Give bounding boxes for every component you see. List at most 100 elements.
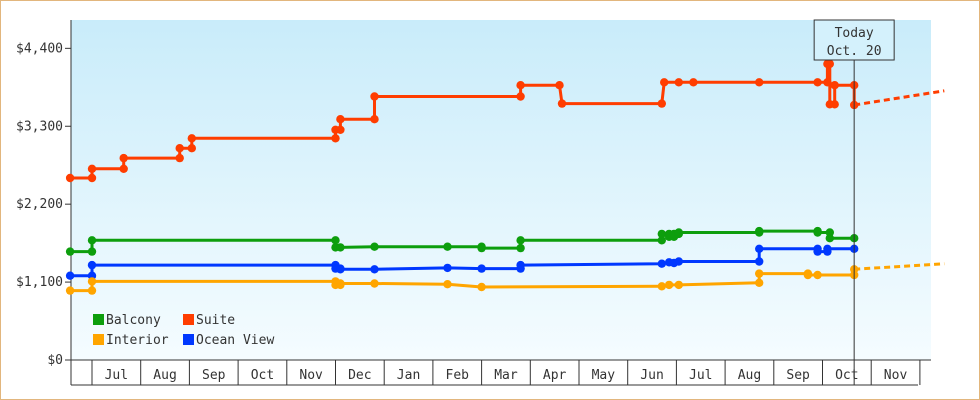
y-tick-label: $0	[47, 353, 63, 368]
data-point	[813, 228, 822, 237]
data-point	[830, 81, 839, 90]
data-point	[175, 144, 184, 153]
legend-item-balcony: Balcony	[93, 313, 161, 328]
legend-label: Balcony	[106, 313, 161, 328]
data-point	[336, 115, 345, 124]
data-point	[370, 279, 379, 288]
today-date: Oct. 20	[827, 44, 882, 59]
x-tick-label: Apr	[543, 368, 567, 383]
data-point	[187, 144, 196, 153]
x-tick-label: Aug	[738, 368, 761, 383]
legend-swatch	[183, 314, 194, 325]
data-point	[516, 243, 525, 253]
data-point	[674, 228, 683, 237]
data-point	[175, 153, 184, 163]
data-point	[825, 59, 834, 69]
projection-line	[854, 262, 945, 271]
data-point	[336, 279, 345, 288]
data-point	[555, 81, 564, 90]
today-label: Today	[835, 26, 874, 41]
y-tick-label: $1,100	[16, 275, 63, 290]
data-point	[87, 260, 97, 270]
data-point	[825, 234, 834, 243]
data-point	[187, 134, 196, 143]
data-point	[370, 242, 379, 251]
x-axis: Jul Aug Sep Oct Nov Dec Jan Feb Mar Apr May Jun Jul A…	[71, 359, 931, 386]
data-point	[87, 247, 97, 256]
x-tick-label: Oct	[835, 368, 858, 383]
data-point	[516, 260, 525, 270]
data-point	[370, 115, 379, 124]
data-point	[657, 236, 666, 245]
data-point	[674, 78, 683, 87]
data-point	[823, 244, 832, 253]
x-tick-label: May	[592, 368, 616, 383]
series-ocean-view	[65, 244, 859, 280]
data-point	[87, 173, 97, 183]
series-layer	[65, 59, 945, 295]
x-tick-label: Jul	[105, 368, 128, 383]
data-point	[755, 226, 764, 236]
data-point	[119, 164, 128, 173]
plot-background	[71, 20, 931, 360]
data-point	[370, 265, 379, 274]
legend-label: Suite	[196, 313, 235, 328]
data-point	[674, 280, 683, 290]
data-point	[755, 244, 764, 253]
data-point	[87, 164, 97, 173]
data-point	[830, 100, 839, 109]
data-point	[813, 270, 822, 280]
data-point	[755, 278, 764, 287]
data-point	[370, 92, 379, 101]
legend-swatch	[183, 334, 194, 345]
x-tick-label: Feb	[446, 368, 470, 383]
x-tick-label: Dec	[348, 368, 371, 383]
data-point	[755, 78, 764, 87]
legend-item-suite: Suite	[183, 313, 235, 328]
data-point	[65, 286, 75, 295]
x-tick-label: Sep	[202, 368, 226, 383]
data-point	[823, 78, 832, 87]
x-tick-label: Oct	[251, 368, 274, 383]
data-point	[336, 243, 345, 252]
data-point	[755, 269, 764, 278]
data-point	[336, 125, 345, 134]
legend-swatch	[93, 334, 104, 345]
data-point	[336, 265, 345, 274]
series-suite	[65, 59, 945, 183]
data-point	[65, 271, 75, 280]
x-tick-label: Jun	[640, 368, 663, 383]
x-tick-label: Nov	[884, 368, 908, 383]
data-point	[65, 173, 75, 183]
today-box	[813, 19, 895, 61]
y-tick-label: $4,400	[16, 41, 63, 56]
legend-label: Interior	[106, 333, 169, 348]
data-point	[87, 286, 97, 295]
data-point	[331, 134, 340, 143]
y-tick-label: $2,200	[16, 197, 63, 212]
x-tick-label: Jul	[689, 368, 712, 383]
data-point	[331, 236, 340, 245]
data-point	[657, 99, 666, 108]
x-tick-label: Aug	[153, 368, 176, 383]
data-point	[664, 280, 674, 290]
data-point	[813, 247, 822, 256]
data-point	[443, 280, 452, 289]
data-point	[477, 243, 486, 253]
legend-item-ocean-view: Ocean View	[183, 333, 274, 348]
series-balcony	[65, 226, 859, 256]
y-tick-label: $3,300	[16, 119, 63, 134]
data-point	[557, 99, 567, 108]
x-tick-label: Nov	[299, 368, 323, 383]
data-point	[516, 236, 525, 245]
x-tick-label: Jan	[397, 368, 420, 383]
y-axis: $0 $1,100 $2,200 $3,300 $4,400	[16, 20, 72, 385]
data-point	[813, 78, 822, 87]
legend: Balcony Suite Interior Ocean View	[93, 313, 274, 348]
series-interior	[65, 262, 945, 295]
data-point	[477, 264, 486, 273]
data-point	[660, 78, 669, 87]
data-point	[803, 270, 813, 280]
today-marker: Today Oct. 20	[813, 19, 895, 385]
data-point	[119, 153, 128, 163]
